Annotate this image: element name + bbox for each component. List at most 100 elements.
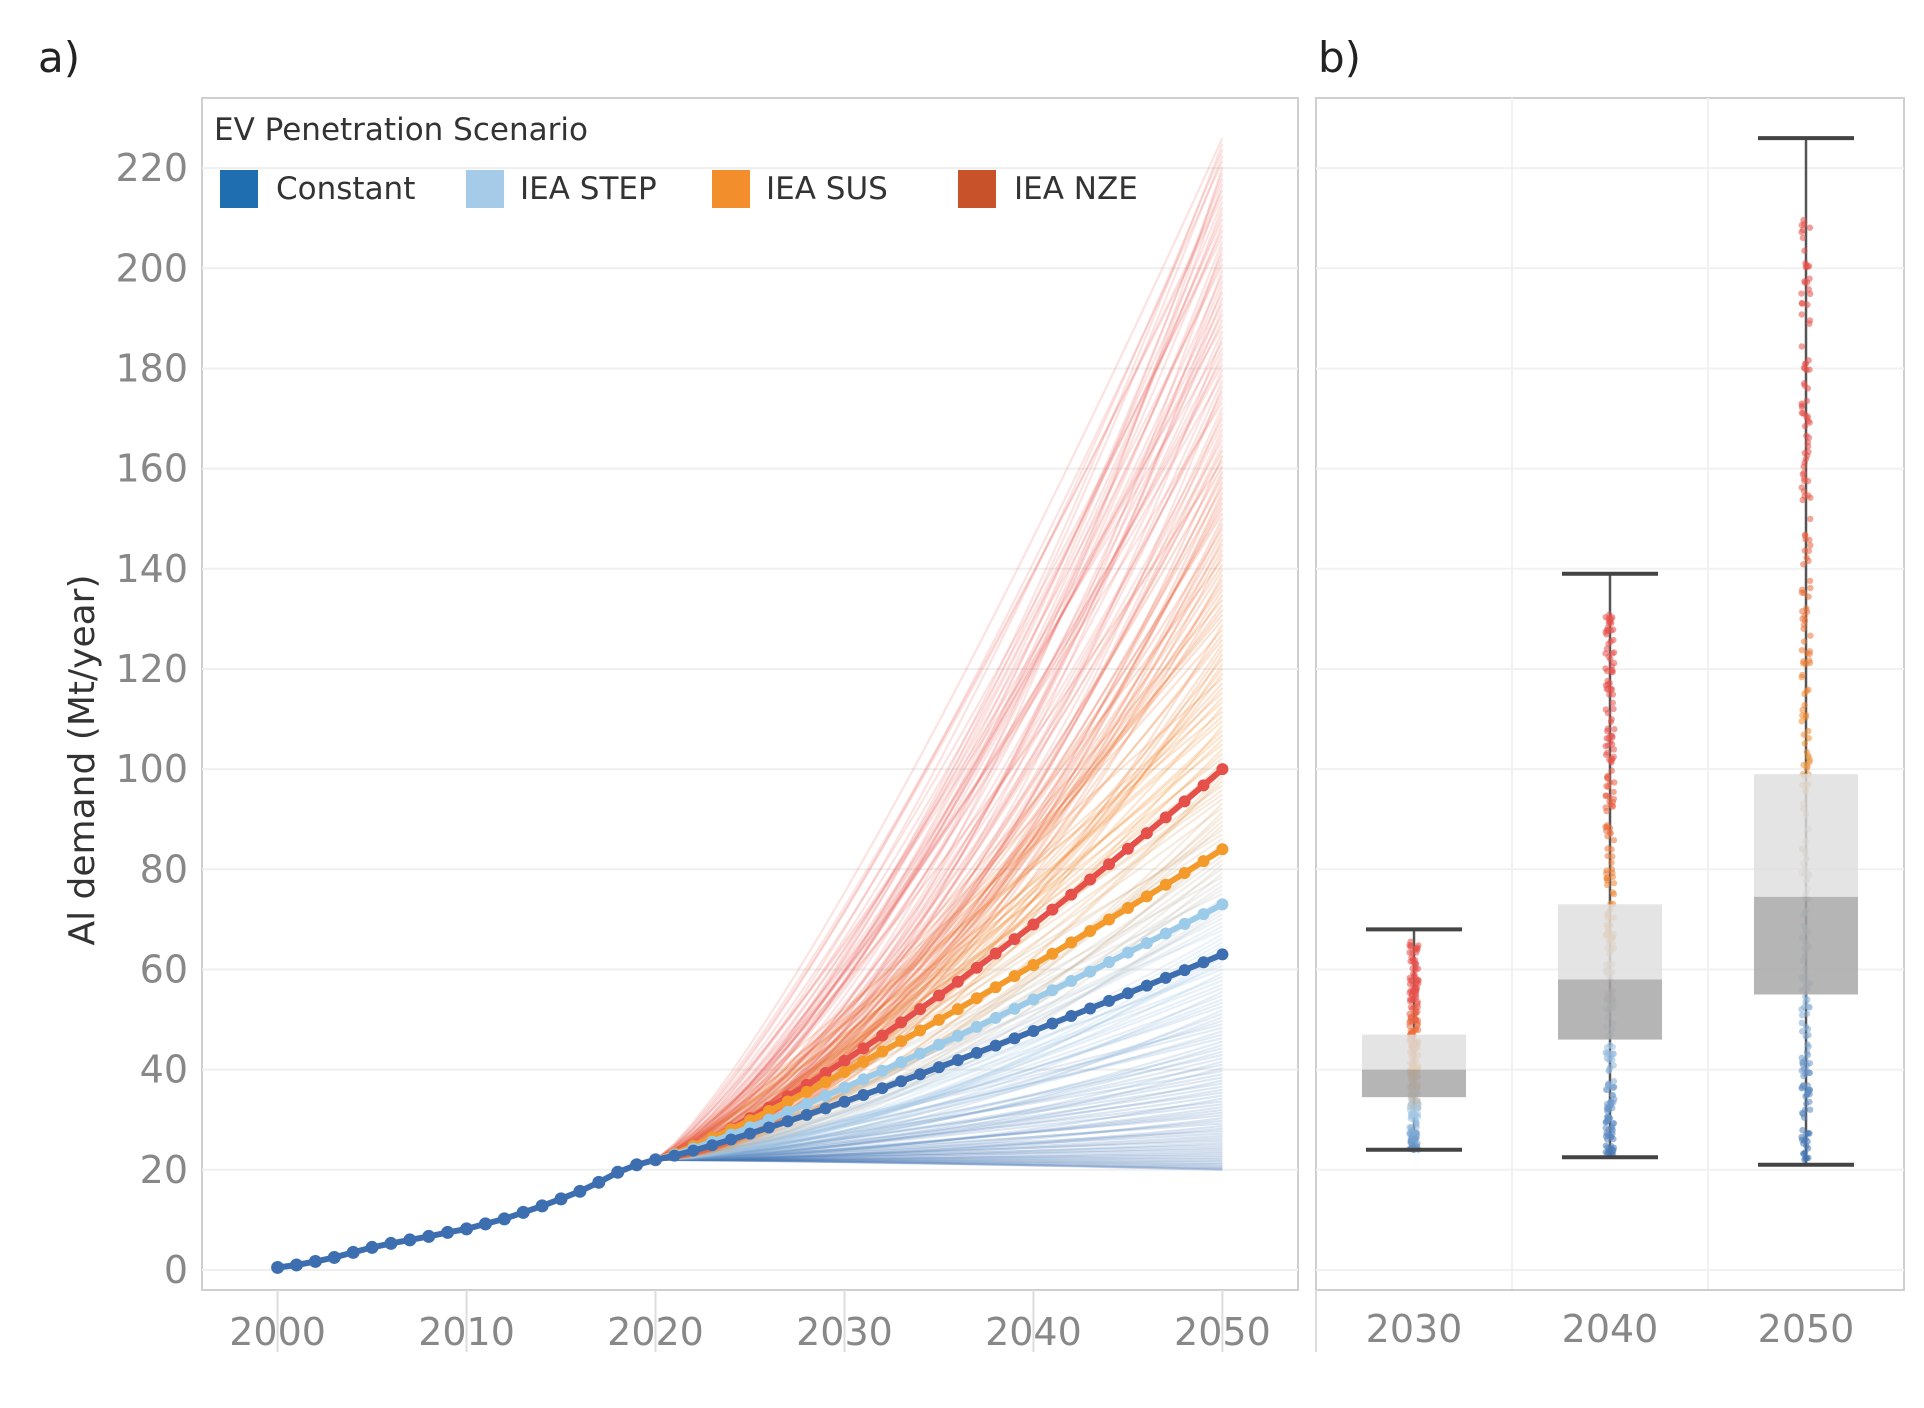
- series-point: [1046, 903, 1059, 916]
- series-point: [800, 1085, 813, 1098]
- box-scatter-point: [1406, 1019, 1413, 1026]
- legend: EV Penetration Scenario Constant IEA STE…: [214, 112, 1138, 208]
- ensemble-line: [655, 1158, 1223, 1169]
- box-scatter-point: [1408, 1112, 1415, 1119]
- ensemble-line: [654, 757, 1224, 1161]
- ensemble-line: [655, 241, 1224, 1161]
- ensemble-line: [655, 990, 1223, 1161]
- box-scatter-point: [1608, 619, 1615, 627]
- legend-title: EV Penetration Scenario: [214, 112, 588, 148]
- box-scatter-point: [1798, 1019, 1806, 1027]
- series-point: [687, 1144, 700, 1157]
- ensemble-line: [655, 1100, 1223, 1161]
- box-scatter-point: [1604, 709, 1612, 717]
- ensemble-line: [655, 184, 1224, 1161]
- historical-point: [611, 1165, 625, 1179]
- box-scatter-point: [1805, 593, 1812, 600]
- series-point: [781, 1095, 794, 1108]
- ensemble-line: [654, 701, 1224, 1161]
- ensemble-line: [655, 1141, 1223, 1161]
- series-point: [932, 989, 945, 1002]
- box-lower: [1362, 1069, 1466, 1098]
- ensemble-line: [655, 1053, 1223, 1161]
- series-point: [1027, 958, 1040, 971]
- historical-point: [630, 1158, 644, 1172]
- box-scatter-point: [1803, 650, 1811, 657]
- box-scatter-point: [1798, 403, 1806, 411]
- series-point: [1159, 811, 1172, 824]
- ensemble-line: [655, 558, 1224, 1161]
- series-point: [762, 1104, 775, 1117]
- box-scatter-point: [1412, 1016, 1420, 1024]
- series-point: [1065, 974, 1078, 987]
- box-scatter-point: [1602, 804, 1609, 811]
- ensemble-line: [655, 280, 1224, 1161]
- series-point: [951, 1003, 964, 1016]
- x-tick-label: 2000: [229, 1310, 326, 1354]
- box-scatter-point: [1801, 1003, 1808, 1011]
- box-scatter-point: [1610, 1062, 1617, 1069]
- ensemble-line: [655, 1158, 1223, 1170]
- box-scatter-point: [1803, 366, 1810, 374]
- box-scatter-point: [1804, 1138, 1811, 1145]
- box-scatter-point: [1806, 1106, 1814, 1113]
- box-scatter-point: [1802, 1023, 1810, 1030]
- ensemble-line: [655, 1146, 1223, 1161]
- ensemble-line: [655, 465, 1224, 1161]
- box-scatter-point: [1414, 1003, 1422, 1011]
- historical-point: [478, 1217, 492, 1231]
- box-scatter-point: [1801, 278, 1808, 285]
- box-scatter-point: [1807, 584, 1814, 592]
- box-scatter-point: [1798, 1133, 1805, 1141]
- series-point: [1084, 1002, 1097, 1015]
- series-point: [1103, 994, 1116, 1007]
- ensemble-line: [655, 1047, 1223, 1161]
- series-point: [1103, 956, 1116, 969]
- series-point: [951, 1054, 964, 1067]
- ensemble-line: [655, 1144, 1223, 1161]
- box-scatter-point: [1800, 638, 1808, 645]
- ensemble-line: [655, 960, 1223, 1161]
- box-scatter-point: [1611, 779, 1618, 786]
- box-scatter-point: [1803, 554, 1810, 561]
- legend-swatch-constant: [220, 170, 258, 208]
- historical-point: [516, 1205, 530, 1219]
- box-scatter-point: [1603, 881, 1611, 889]
- series-point: [989, 947, 1002, 960]
- ensemble-line: [655, 1134, 1223, 1161]
- ensemble-line: [655, 1033, 1223, 1161]
- ensemble-line: [654, 401, 1224, 1161]
- box-scatter-point: [1606, 1056, 1613, 1064]
- ensemble-line: [654, 229, 1224, 1161]
- box-scatter-point: [1800, 561, 1807, 568]
- box-scatter-point: [1805, 286, 1812, 293]
- series-point: [989, 1011, 1002, 1024]
- box-scatter-point: [1806, 1091, 1813, 1098]
- box-scatter-point: [1410, 981, 1417, 988]
- box-scatter-point: [1415, 942, 1422, 949]
- ensemble-line: [655, 793, 1224, 1161]
- box-scatter-point: [1801, 477, 1808, 485]
- series-point: [1008, 1032, 1021, 1045]
- box-scatter-point: [1608, 846, 1615, 853]
- series-point: [970, 1020, 983, 1033]
- historical-point: [403, 1233, 417, 1247]
- ensemble-line: [654, 341, 1224, 1161]
- ensemble-line: [655, 1076, 1223, 1161]
- ensemble-line: [655, 1108, 1223, 1161]
- ensemble-line: [655, 953, 1223, 1161]
- ensemble-line: [655, 1150, 1223, 1161]
- box-scatter-point: [1609, 699, 1616, 707]
- ensemble-line: [655, 1066, 1223, 1161]
- series-point: [1084, 873, 1097, 886]
- box-scatter-point: [1805, 357, 1812, 364]
- box-scatter-point: [1799, 496, 1806, 504]
- box-scatter-point: [1602, 742, 1609, 750]
- series-point: [1197, 779, 1210, 792]
- box-scatter-point: [1798, 718, 1805, 725]
- series-point: [668, 1149, 681, 1162]
- box-scatter-point: [1610, 1078, 1618, 1085]
- y-tick-label: 20: [140, 1148, 188, 1192]
- box-scatter-point: [1802, 714, 1809, 721]
- series-point: [989, 981, 1002, 994]
